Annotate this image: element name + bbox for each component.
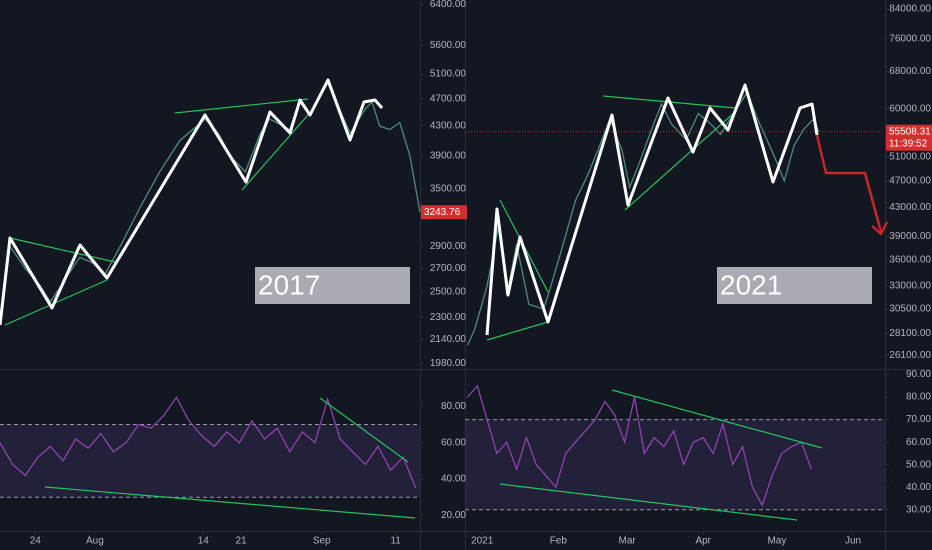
drawings	[0, 78, 889, 521]
y-tick-label: 30500.00	[889, 304, 931, 315]
y-tick-label: 39000.00	[889, 231, 931, 242]
price-label: 55508.31	[889, 126, 931, 137]
x-tick-label: 24	[30, 536, 42, 547]
y-tick-label: 33000.00	[889, 280, 931, 291]
rsi-band	[0, 424, 420, 498]
y-tick-label: 2140.00	[430, 334, 467, 345]
trend-line	[486, 321, 549, 341]
y-tick-label: 80.00	[441, 401, 466, 412]
y-tick-label: 40.00	[906, 482, 931, 493]
y-tick-label: 40.00	[441, 474, 466, 485]
price-line	[466, 90, 820, 346]
y-tick-label: 3500.00	[430, 184, 467, 195]
arrow-head	[871, 221, 889, 236]
y-tick-label: 60000.00	[889, 103, 931, 114]
y-tick-label: 50.00	[906, 459, 931, 470]
y-tick-label: 3900.00	[430, 151, 467, 162]
y-tick-label: 47000.00	[889, 176, 931, 187]
trend-line	[499, 483, 798, 521]
y-tick-label: 36000.00	[889, 255, 931, 266]
label-box	[717, 267, 872, 304]
x-tick-label: May	[767, 536, 786, 547]
y-tick-label: 20.00	[441, 510, 466, 521]
trend-line	[611, 389, 823, 449]
y-tick-label: 68000.00	[889, 66, 931, 77]
x-tick-label: Sep	[313, 536, 331, 547]
y-tick-label: 43000.00	[889, 202, 931, 213]
y-tick-label: 4300.00	[430, 121, 467, 132]
y-tick-label: 5600.00	[430, 40, 467, 51]
y-tick-label: 2500.00	[430, 287, 467, 298]
trend-line	[9, 237, 116, 263]
y-tick-label: 60.00	[441, 437, 466, 448]
y-tick-label: 84000.00	[889, 4, 931, 15]
x-tick-label: Mar	[618, 536, 636, 547]
y-tick-label: 51000.00	[889, 151, 931, 162]
trend-line	[319, 397, 409, 463]
zigzag	[0, 78, 384, 326]
x-tick-label: Apr	[695, 536, 711, 547]
label-box	[255, 267, 410, 304]
y-tick-label: 2300.00	[430, 312, 467, 323]
y-tick-label: 2900.00	[430, 241, 467, 252]
y-tick-label: 60.00	[906, 437, 931, 448]
x-tick-label: Feb	[550, 536, 568, 547]
x-tick-label: Aug	[86, 536, 104, 547]
x-tick-label: 21	[236, 536, 248, 547]
marks	[0, 3, 889, 535]
projection-arrow	[815, 134, 883, 233]
trend-line	[174, 98, 309, 114]
zigzag	[485, 83, 819, 336]
y-tick-label: 30.00	[906, 504, 931, 515]
y-tick-label: 4700.00	[430, 93, 467, 104]
y-tick-label: 5100.00	[430, 68, 467, 79]
price-line	[0, 396, 417, 489]
y-tick-label: 6400.00	[430, 0, 467, 10]
year-label: 2017 2021	[255, 267, 872, 304]
x-tick-label: 2021	[471, 536, 494, 547]
trend-line	[624, 111, 736, 211]
year-text: 2021	[720, 269, 782, 300]
y-tick-label: 28100.00	[889, 328, 931, 339]
x-tick-label: 14	[198, 536, 210, 547]
price-labels: 1980.002140.002300.002500.002700.002900.…	[30, 0, 932, 547]
year-text: 2017	[258, 269, 320, 300]
price-line	[467, 384, 812, 507]
y-tick-label: 90.00	[906, 369, 931, 380]
y-tick-label: 2700.00	[430, 263, 467, 274]
x-tick-label: 11	[390, 536, 401, 547]
y-tick-label: 1980.00	[430, 358, 467, 369]
price-label-box	[421, 205, 467, 220]
y-tick-label: 76000.00	[889, 33, 931, 44]
trend-line	[241, 106, 316, 191]
trend-line	[44, 486, 416, 519]
y-tick-label: 80.00	[906, 392, 931, 403]
x-tick-label: Jun	[845, 536, 861, 547]
price-label-box	[886, 124, 932, 151]
price-label: 3243.76	[424, 207, 461, 218]
countdown: 11:39:52	[889, 138, 928, 149]
y-tick-label: 70.00	[906, 414, 931, 425]
y-tick-label: 26100.00	[889, 350, 931, 361]
